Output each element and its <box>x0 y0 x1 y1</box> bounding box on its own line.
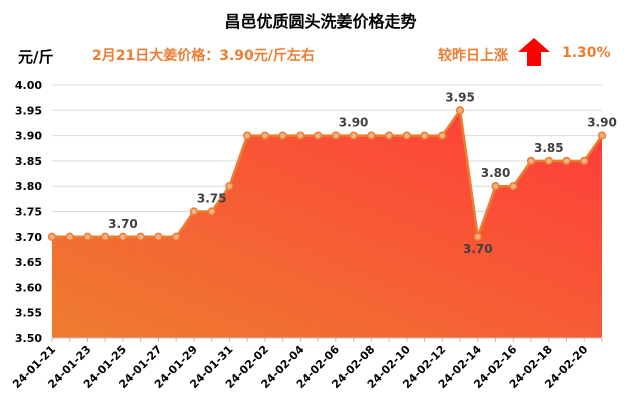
data-point <box>438 131 447 140</box>
data-point <box>189 207 199 216</box>
data-label: 3.90 <box>339 116 369 130</box>
data-point <box>207 207 216 216</box>
data-point <box>47 232 57 241</box>
up-arrow-icon <box>518 38 550 66</box>
data-point <box>597 131 607 140</box>
data-point <box>331 131 341 140</box>
y-tick-label: 3.95 <box>15 104 42 117</box>
y-tick-label: 3.75 <box>15 206 42 219</box>
data-point <box>562 156 571 166</box>
y-tick-label: 3.60 <box>15 281 42 294</box>
data-point <box>243 131 252 140</box>
y-tick-label: 3.80 <box>15 180 42 193</box>
data-point <box>101 232 110 241</box>
data-label: 3.70 <box>108 217 138 231</box>
data-point <box>491 182 500 191</box>
y-tick-label: 3.90 <box>15 130 42 143</box>
y-tick-label: 4.00 <box>15 79 42 92</box>
data-point <box>509 182 518 191</box>
data-point <box>473 232 482 241</box>
price-area <box>52 110 602 338</box>
data-point <box>384 131 394 140</box>
data-point <box>367 131 376 140</box>
change-label: 较昨日上涨 <box>438 48 508 64</box>
data-labels: 3.70 3.75 3.90 3.95 3.70 3.80 3.85 3.90 <box>108 90 617 256</box>
y-tick-label: 3.85 <box>15 155 42 168</box>
data-label: 3.85 <box>534 141 564 155</box>
price-note: 2月21日大姜价格：3.90元/斤左右 <box>92 48 315 64</box>
data-point <box>455 106 465 115</box>
change-value: 1.30% <box>562 45 611 61</box>
data-points <box>47 106 607 241</box>
data-label: 3.80 <box>481 166 511 180</box>
data-point <box>172 232 181 241</box>
data-point <box>65 232 74 241</box>
y-tick-label: 3.55 <box>15 307 42 320</box>
data-point <box>580 156 589 166</box>
y-tick-label: 3.65 <box>15 256 42 269</box>
data-point <box>118 232 128 241</box>
data-point <box>278 131 287 140</box>
x-axis-tick-labels: 24-01-2124-01-2324-01-2524-01-2724-01-29… <box>10 338 603 391</box>
data-point <box>154 232 163 241</box>
data-point <box>296 131 305 140</box>
data-point <box>526 156 536 166</box>
data-point <box>83 232 92 241</box>
data-point <box>136 232 145 241</box>
data-point <box>402 131 411 140</box>
data-label: 3.75 <box>197 192 227 206</box>
data-label: 3.95 <box>445 90 475 104</box>
y-tick-label: 3.70 <box>15 231 42 244</box>
y-tick-label: 3.50 <box>15 332 42 345</box>
y-axis-tick-labels: 3.50 3.55 3.60 3.65 3.70 3.75 3.80 3.85 3.90 3.95… <box>15 79 42 345</box>
data-point <box>313 131 323 140</box>
data-point <box>225 182 234 191</box>
chart-title: 昌邑优质圆头洗姜价格走势 <box>224 12 417 31</box>
data-label: 3.90 <box>587 116 617 130</box>
y-axis-unit-label: 元/斤 <box>18 48 54 66</box>
data-label: 3.70 <box>463 242 493 256</box>
data-point <box>260 131 270 140</box>
data-point <box>420 131 429 140</box>
data-point <box>349 131 358 140</box>
data-point <box>544 156 553 166</box>
